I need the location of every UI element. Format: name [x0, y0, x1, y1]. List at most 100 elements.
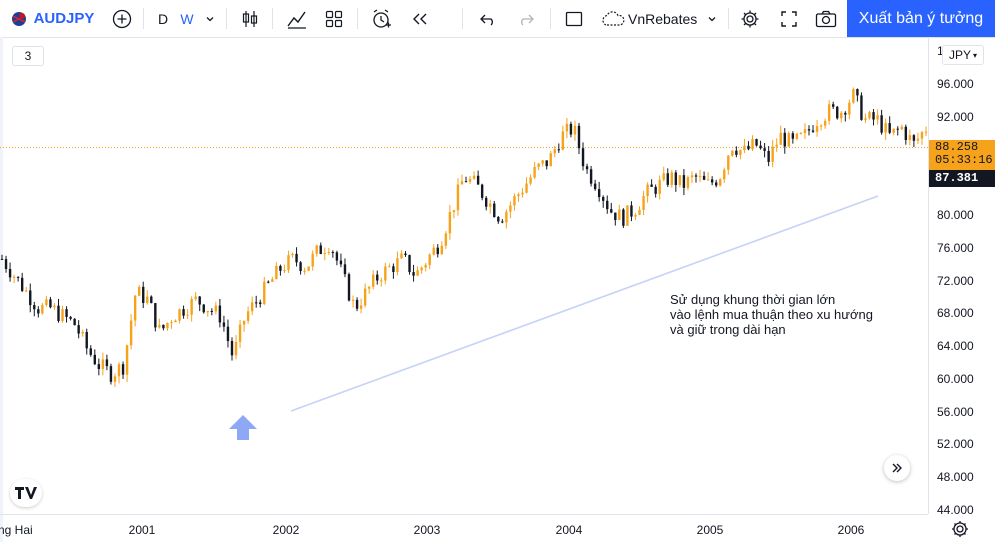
candle-body [670, 172, 673, 185]
candle-body [154, 303, 157, 328]
candle-body [150, 296, 153, 304]
candle-body [105, 359, 109, 367]
candle-body [440, 245, 444, 255]
price-axis[interactable]: 1 96.00092.00088.00084.00080.00076.00072… [928, 38, 995, 517]
fullscreen-selection-square-icon[interactable] [560, 0, 588, 37]
candle-body [517, 194, 520, 197]
candle-body [81, 331, 84, 334]
candle-body [702, 175, 706, 180]
price-tick-label: 44.000 [937, 502, 974, 517]
candle-body [93, 354, 97, 365]
candle-body [307, 266, 310, 271]
template-chevron-down-icon[interactable] [704, 0, 720, 37]
layout-grid-icon[interactable] [319, 0, 349, 37]
time-tick-label: 2003 [413, 523, 441, 537]
time-tick-label: 2006 [837, 523, 865, 537]
candle-body [920, 132, 924, 139]
candle-body [642, 196, 645, 210]
candle-body [41, 304, 44, 314]
candle-body [561, 131, 565, 150]
candle-body [20, 277, 24, 291]
candle-body [218, 305, 222, 323]
candle-body [573, 125, 577, 135]
candle-body [8, 268, 12, 278]
axis-settings-gear-icon[interactable] [950, 519, 972, 541]
candle-body [202, 304, 205, 313]
candle-body [162, 324, 165, 329]
candle-body [250, 302, 254, 312]
candle-body [4, 259, 8, 269]
candle-body [61, 309, 64, 321]
alert-clock-icon[interactable] [366, 0, 396, 37]
candle-body [279, 265, 282, 271]
candle-body [630, 205, 633, 217]
candle-body [577, 125, 581, 149]
candle-body [129, 320, 133, 346]
candle-body [549, 153, 552, 167]
template-name-button[interactable]: VnRebates [628, 10, 698, 27]
candle-body [234, 341, 238, 356]
settings-gear-icon[interactable] [736, 0, 764, 37]
candle-body [384, 266, 387, 281]
candle-body [319, 245, 322, 254]
candle-body [634, 214, 637, 217]
candle-body [815, 125, 819, 132]
candle-body [872, 112, 875, 120]
candle-body [77, 325, 80, 334]
compare-add-icon[interactable] [108, 0, 136, 37]
candle-body [848, 102, 851, 115]
current-price-badge: 88.258 05:33:16 [929, 140, 995, 170]
candle-body [807, 129, 811, 131]
candle-body [597, 189, 601, 198]
left-drawing-toolbar-edge [0, 37, 3, 542]
symbol-search-button[interactable]: AUDJPY [33, 10, 95, 27]
replay-rewind-icon[interactable] [405, 0, 435, 37]
candle-body [803, 129, 807, 134]
up-arrow-icon[interactable] [229, 415, 257, 440]
candle-body [49, 299, 52, 308]
publish-idea-button[interactable]: Xuất bản ý tưởng [847, 0, 995, 37]
candle-body [593, 183, 597, 190]
redo-icon[interactable] [512, 0, 540, 37]
chart-annotation-text[interactable]: Sử dụng khung thời gian lớn vào lệnh mua … [670, 292, 873, 337]
candle-body [916, 138, 920, 141]
candle-body [424, 264, 427, 268]
candle-body [710, 179, 714, 183]
candlestick-chart[interactable] [0, 38, 928, 514]
candle-body [472, 175, 476, 179]
tradingview-logo-icon[interactable] [10, 479, 42, 507]
candle-body [719, 179, 722, 186]
currency-unit-select[interactable]: JPY ▾ [942, 45, 984, 65]
toolbar-divider [357, 8, 358, 29]
trend-line-drawing[interactable] [290, 195, 879, 412]
chart-pane[interactable] [0, 38, 928, 514]
candle-body [585, 166, 589, 170]
top-toolbar: AUDJPY D W VnRebates [0, 0, 995, 38]
cloud-template-icon[interactable] [598, 0, 628, 37]
time-axis[interactable]: áng Hai 2001 2002 2003 2004 2005 2006 [0, 514, 928, 543]
toolbar-divider [226, 8, 227, 29]
price-tick-label: 52.000 [937, 437, 974, 452]
candle-body [610, 209, 613, 213]
candles-chart-type-icon[interactable] [236, 0, 264, 37]
candle-body [420, 267, 423, 271]
scroll-to-realtime-button[interactable] [884, 455, 910, 481]
candle-body [182, 309, 185, 316]
interval-w-button[interactable]: W [180, 10, 194, 27]
candle-body [557, 149, 561, 151]
candle-body [682, 175, 686, 188]
candle-body [299, 262, 302, 271]
interval-dropdown-chevron-icon[interactable] [200, 0, 220, 37]
candle-body [783, 132, 786, 147]
interval-d-button[interactable]: D [157, 10, 169, 27]
candle-body [351, 299, 355, 301]
candle-body [622, 209, 625, 226]
time-tick-label: 2002 [272, 523, 300, 537]
candle-body [501, 221, 504, 223]
indicators-icon[interactable] [282, 0, 312, 37]
camera-snapshot-icon[interactable] [812, 0, 840, 37]
candle-body [650, 184, 653, 187]
fullscreen-icon[interactable] [775, 0, 803, 37]
undo-icon[interactable] [474, 0, 502, 37]
bar-interval-badge[interactable]: 3 [12, 46, 44, 66]
